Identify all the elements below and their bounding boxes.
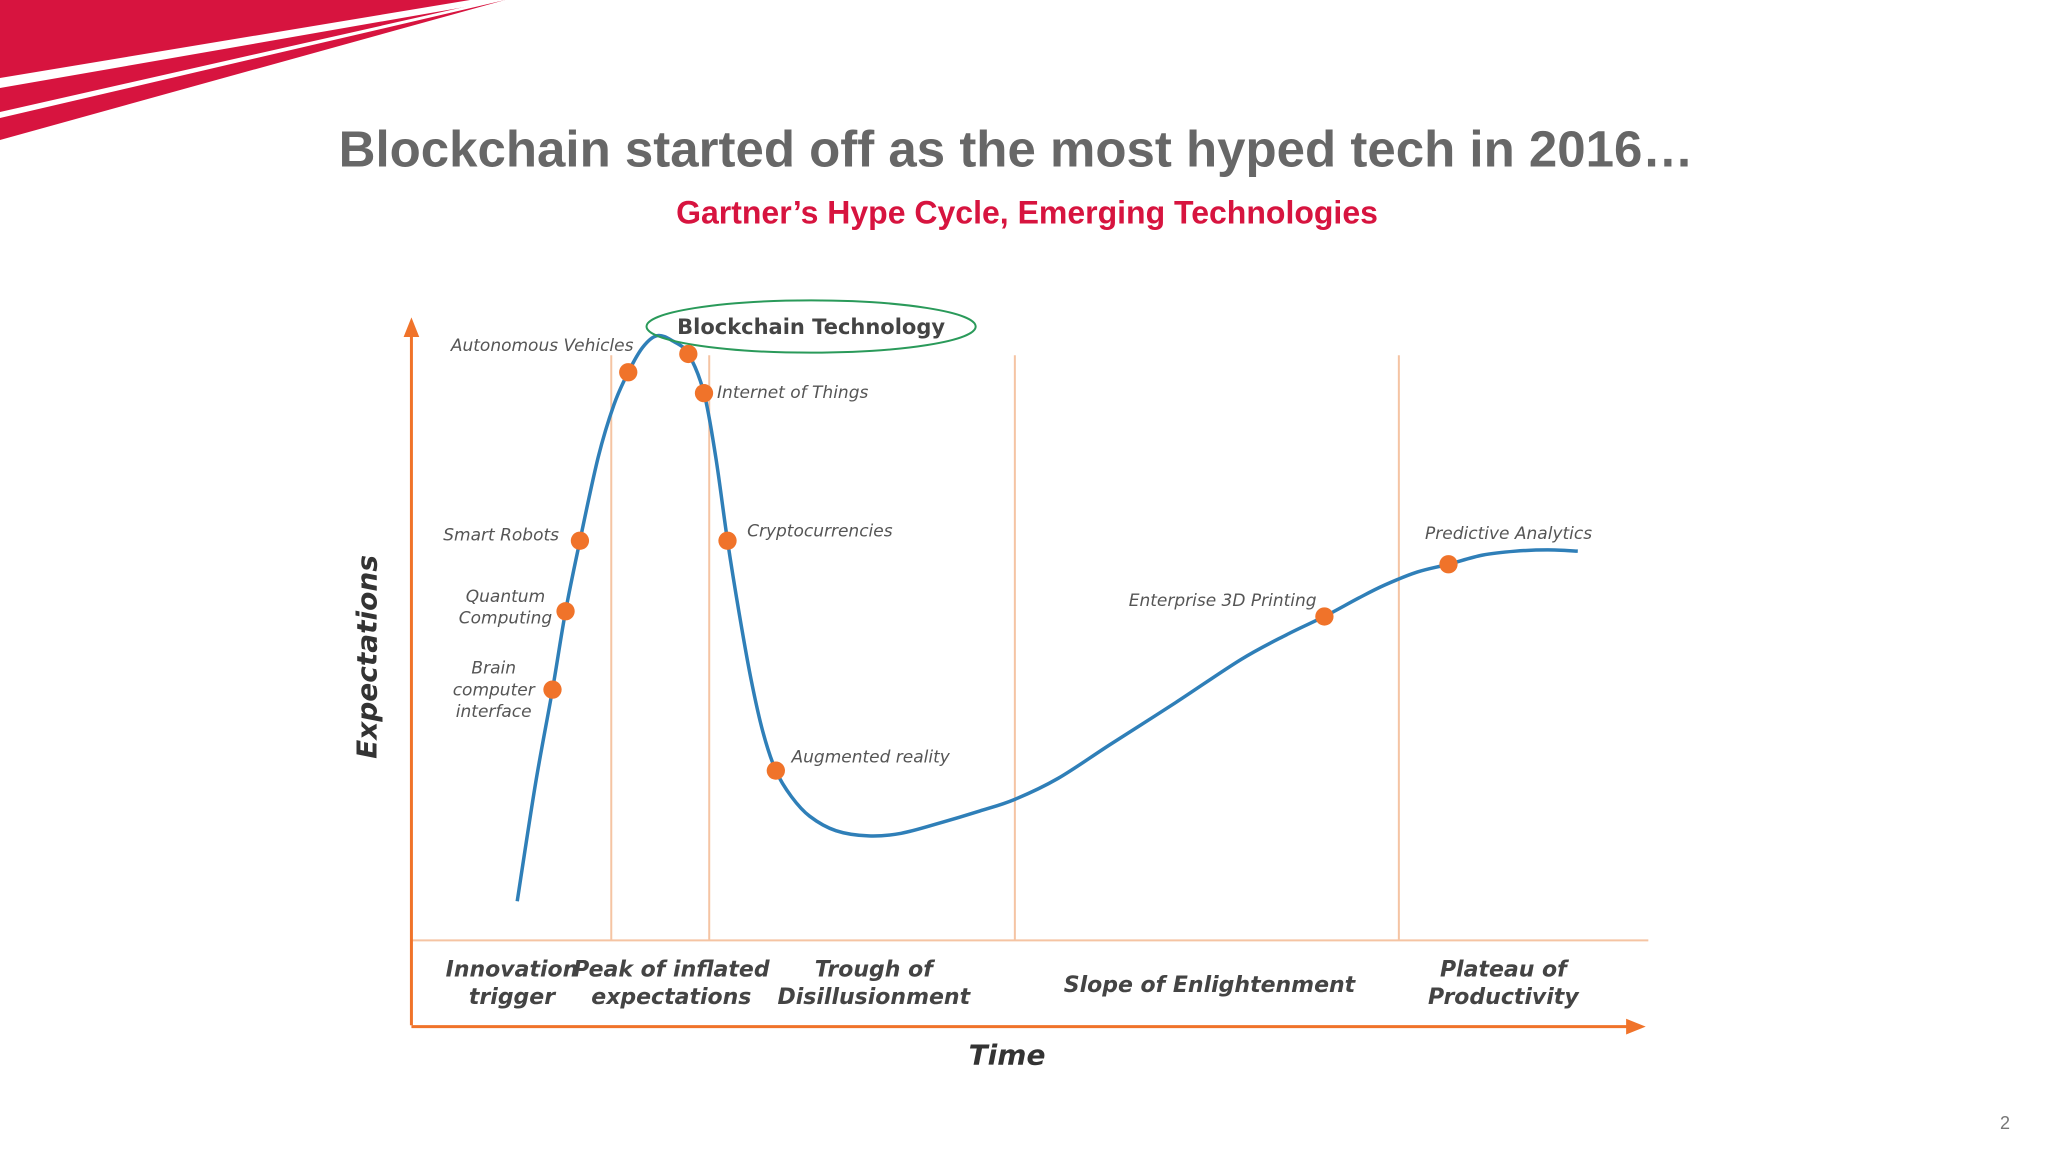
subtitle: Gartner’s Hype Cycle, Emerging Technolog… [676, 194, 1378, 230]
tech-label: Brain [471, 659, 516, 679]
y-axis-label: Expectations [350, 555, 383, 759]
swoosh-stripe [0, 0, 505, 118]
tech-label: Enterprise 3D Printing [1129, 591, 1317, 611]
hype-curve [515, 333, 1578, 902]
tech-dot [543, 680, 562, 699]
phase-label: Disillusionment [777, 985, 971, 1010]
tech-label: Cryptocurrencies [747, 522, 893, 542]
corner-swoosh [0, 0, 505, 140]
tech-dot [694, 384, 714, 403]
tech-dot [679, 344, 698, 364]
page-number: 2 [2000, 1113, 2010, 1133]
tech-dot [1315, 607, 1334, 626]
tech-dot [570, 531, 590, 550]
phase-label: expectations [591, 985, 751, 1010]
phase-label: Trough of [815, 957, 935, 982]
highlight-ellipse [645, 299, 977, 354]
tech-dot [619, 363, 638, 382]
tech-dot [766, 761, 785, 780]
phase-label: Innovation [446, 957, 579, 982]
phase-label: Peak of inflated [573, 957, 770, 982]
tech-label: computer [453, 680, 536, 700]
title: Blockchain started off as the most hyped… [339, 120, 1694, 177]
swoosh-stripe [0, 0, 505, 88]
phase-label: trigger [469, 985, 556, 1010]
phase-label: Productivity [1428, 985, 1580, 1010]
tech-dot [556, 602, 575, 621]
x-axis-arrow [1626, 1018, 1646, 1035]
highlight-label: Blockchain Technology [677, 315, 945, 339]
tech-label: Smart Robots [443, 526, 559, 546]
tech-label: Quantum [466, 587, 545, 607]
tech-label: Augmented reality [791, 748, 951, 768]
tech-label: Predictive Analytics [1425, 524, 1592, 544]
tech-label: Autonomous Vehicles [450, 336, 634, 356]
tech-label: Computing [459, 608, 553, 628]
phase-label: Plateau of [1440, 957, 1569, 982]
tech-dot [1439, 555, 1458, 574]
tech-label: Internet of Things [717, 383, 868, 403]
tech-label: interface [456, 702, 532, 722]
tech-dot [718, 531, 737, 550]
phase-label: Slope of Enlightenment [1064, 973, 1357, 998]
x-axis-label: Time [969, 1039, 1046, 1072]
y-axis-arrow [403, 317, 420, 337]
